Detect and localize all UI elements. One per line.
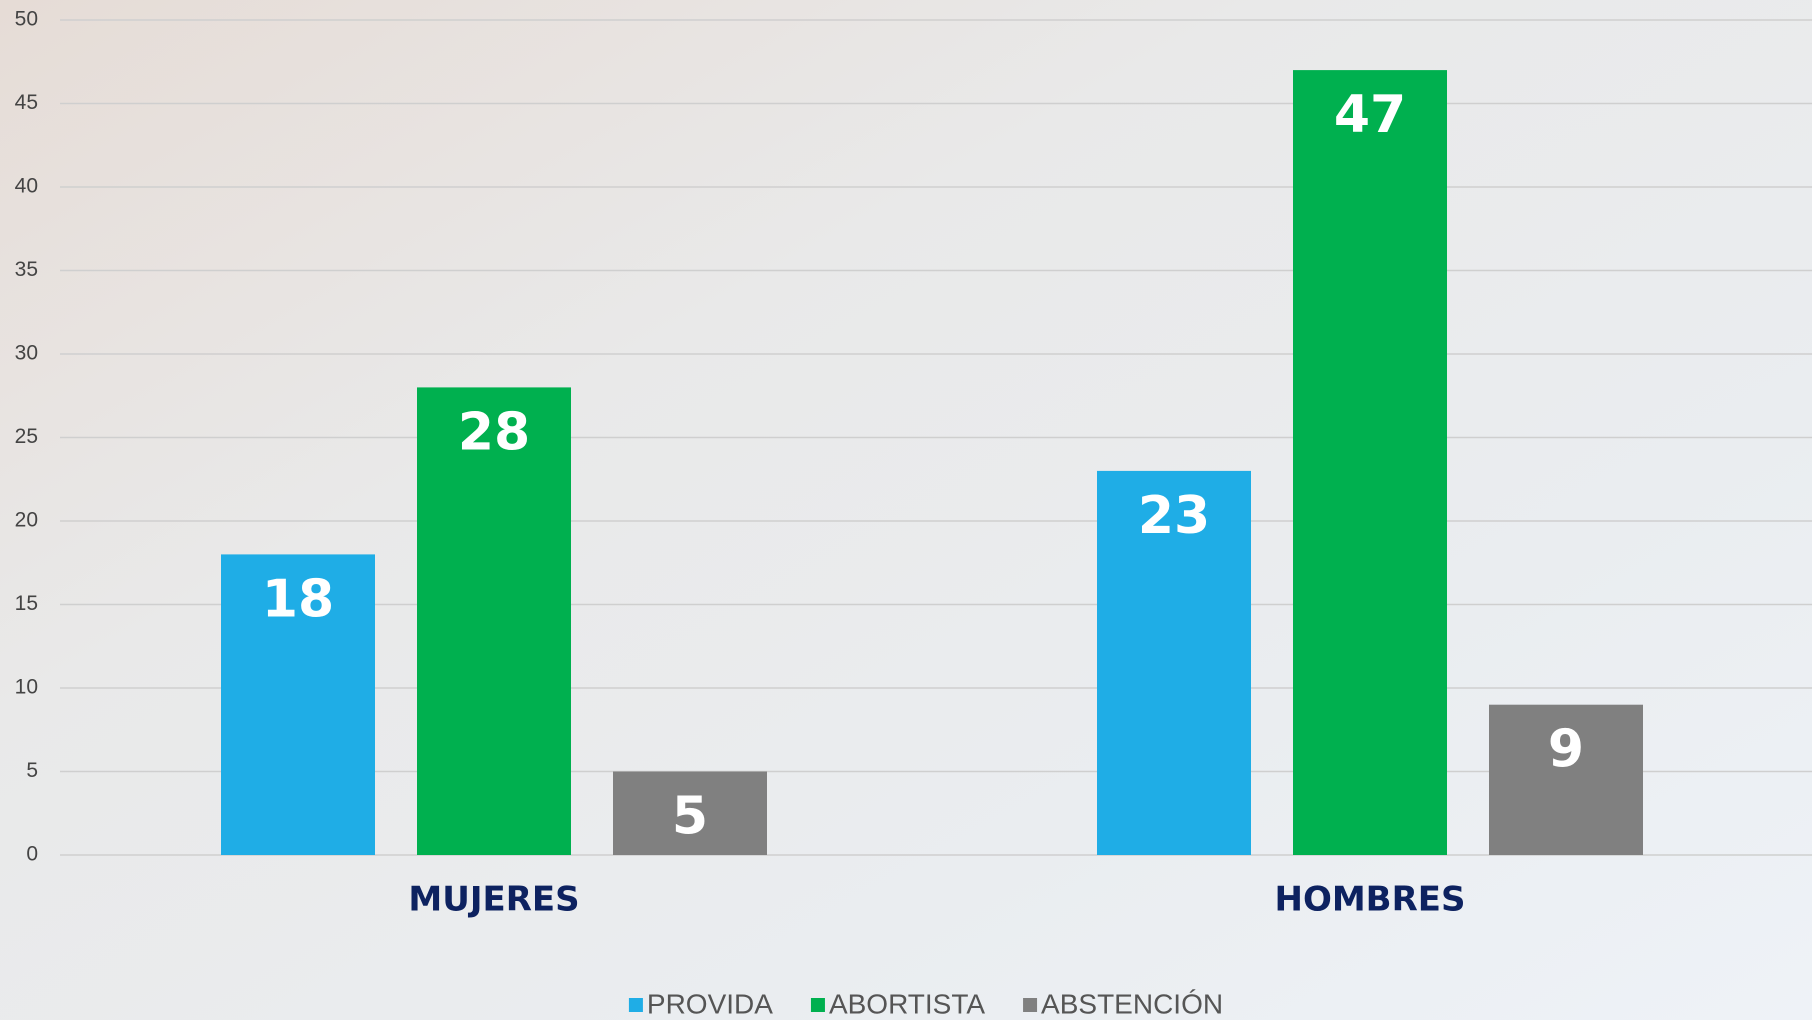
y-tick-label: 20 — [15, 509, 38, 532]
y-tick-label: 30 — [15, 342, 38, 365]
data-label: 23 — [1138, 486, 1210, 546]
legend-marker — [628, 998, 643, 1012]
data-label: 5 — [672, 787, 708, 847]
legend-marker — [1023, 998, 1038, 1012]
bar — [613, 771, 767, 855]
legend-marker — [810, 998, 825, 1012]
y-tick-label: 50 — [15, 8, 38, 31]
y-tick-label: 35 — [15, 258, 38, 281]
data-label: 18 — [262, 569, 334, 629]
x-tick-label: HOMBRES — [1274, 880, 1465, 920]
y-tick-label: 0 — [26, 843, 38, 866]
data-label: 9 — [1548, 720, 1584, 780]
bar — [1489, 704, 1643, 855]
legend-label: ABORTISTA — [829, 988, 985, 1019]
bar — [221, 554, 375, 855]
y-tick-label: 40 — [15, 175, 38, 198]
bar — [1097, 470, 1251, 855]
legend-label: PROVIDA — [647, 988, 773, 1019]
y-tick-label: 15 — [15, 592, 38, 615]
data-label: 47 — [1334, 85, 1406, 145]
bar — [1293, 70, 1447, 856]
y-tick-label: 5 — [26, 759, 38, 782]
data-label: 28 — [458, 402, 530, 462]
x-tick-label: MUJERES — [408, 880, 579, 920]
y-tick-label: 25 — [15, 425, 38, 448]
legend-label: ABSTENCIÓN — [1041, 988, 1223, 1019]
y-tick-label: 10 — [15, 676, 38, 699]
bar — [417, 387, 571, 855]
y-tick-label: 45 — [15, 91, 38, 114]
